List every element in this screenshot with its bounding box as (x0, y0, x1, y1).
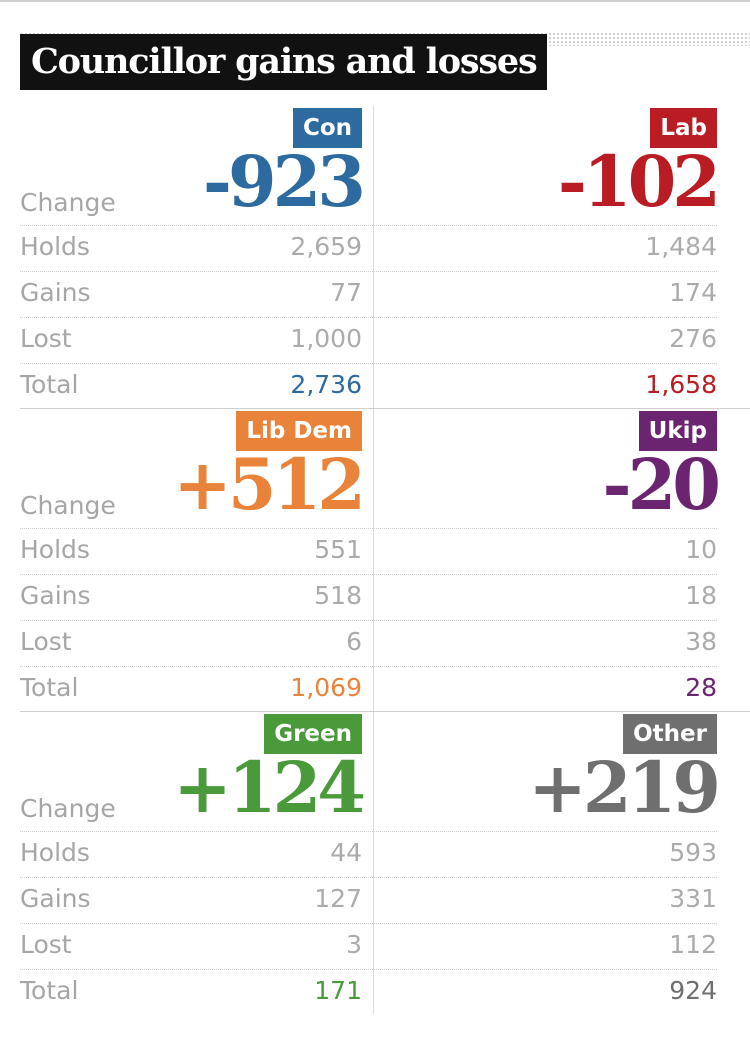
holds-value-other: 593 (669, 838, 717, 867)
chart-title: Councillor gains and losses (20, 34, 548, 90)
row-label-change: Change (20, 491, 116, 520)
holds-value-green: 44 (330, 838, 362, 867)
row-label-gains: Gains (20, 884, 91, 913)
party-column-con: Con -923 2,659 77 1,000 2,736 (20, 106, 366, 408)
row-label-total: Total (20, 370, 79, 399)
lost-value-green: 3 (346, 930, 362, 959)
party-badge-green: Green (264, 714, 362, 754)
row-separator (20, 363, 717, 364)
row-separator (20, 271, 717, 272)
row-separator (20, 877, 717, 878)
gains-value-libdem: 518 (314, 581, 362, 610)
row-label-change: Change (20, 188, 116, 217)
total-value-libdem: 1,069 (290, 673, 362, 702)
party-badge-other: Other (623, 714, 717, 754)
party-badge-libdem: Lib Dem (236, 411, 362, 451)
change-value-libdem: +512 (173, 443, 366, 526)
party-column-lab: Lab -102 1,484 174 276 1,658 (384, 106, 721, 408)
row-label-holds: Holds (20, 838, 90, 867)
holds-value-ukip: 10 (685, 535, 717, 564)
row-label-lost: Lost (20, 324, 72, 353)
party-badge-lab: Lab (650, 108, 717, 148)
row-label-change: Change (20, 794, 116, 823)
row-separator (20, 831, 717, 832)
party-badge-con: Con (292, 108, 362, 148)
row-separator (20, 620, 717, 621)
row-separator (20, 969, 717, 970)
row-label-gains: Gains (20, 581, 91, 610)
row-label-gains: Gains (20, 278, 91, 307)
row-separator (20, 666, 717, 667)
top-rule (0, 0, 750, 2)
party-block-row: Change Holds Gains Lost Total Lib Dem +512 551 5… (20, 408, 750, 711)
change-value-con: -923 (202, 140, 366, 223)
gains-value-con: 77 (330, 278, 362, 307)
lost-value-con: 1,000 (290, 324, 362, 353)
change-value-lab: -102 (557, 140, 721, 223)
total-value-ukip: 28 (685, 673, 717, 702)
change-value-green: +124 (173, 746, 366, 829)
gains-value-green: 127 (314, 884, 362, 913)
gains-value-lab: 174 (669, 278, 717, 307)
holds-value-lab: 1,484 (645, 232, 717, 261)
lost-value-libdem: 6 (346, 627, 362, 656)
party-badge-ukip: Ukip (638, 411, 717, 451)
column-divider (373, 106, 374, 408)
row-separator (20, 225, 717, 226)
row-label-holds: Holds (20, 535, 90, 564)
party-column-ukip: Ukip -20 10 18 38 28 (384, 409, 721, 711)
holds-value-libdem: 551 (314, 535, 362, 564)
row-separator (20, 317, 717, 318)
party-results-grid: Change Holds Gains Lost Total Con -923 2,659 77 1… (20, 106, 750, 1014)
party-block-row: Change Holds Gains Lost Total Con -923 2,659 77 1… (20, 106, 750, 408)
row-separator (20, 528, 717, 529)
total-value-con: 2,736 (290, 370, 362, 399)
lost-value-lab: 276 (669, 324, 717, 353)
row-separator (20, 574, 717, 575)
total-value-lab: 1,658 (645, 370, 717, 399)
column-divider (373, 409, 374, 711)
row-separator (20, 923, 717, 924)
row-label-holds: Holds (20, 232, 90, 261)
party-column-green: Green +124 44 127 3 171 (20, 712, 366, 1014)
gains-value-other: 331 (669, 884, 717, 913)
row-label-total: Total (20, 976, 79, 1005)
change-value-ukip: -20 (602, 443, 721, 526)
party-column-libdem: Lib Dem +512 551 518 6 1,069 (20, 409, 366, 711)
total-value-other: 924 (669, 976, 717, 1005)
holds-value-con: 2,659 (290, 232, 362, 261)
column-divider (373, 712, 374, 1014)
gains-value-ukip: 18 (685, 581, 717, 610)
lost-value-ukip: 38 (685, 627, 717, 656)
change-value-other: +219 (528, 746, 721, 829)
party-column-other: Other +219 593 331 112 924 (384, 712, 721, 1014)
lost-value-other: 112 (669, 930, 717, 959)
row-label-lost: Lost (20, 627, 72, 656)
party-block-row: Change Holds Gains Lost Total Green +124 44 127 3… (20, 711, 750, 1014)
row-label-lost: Lost (20, 930, 72, 959)
total-value-green: 171 (314, 976, 362, 1005)
row-label-total: Total (20, 673, 79, 702)
